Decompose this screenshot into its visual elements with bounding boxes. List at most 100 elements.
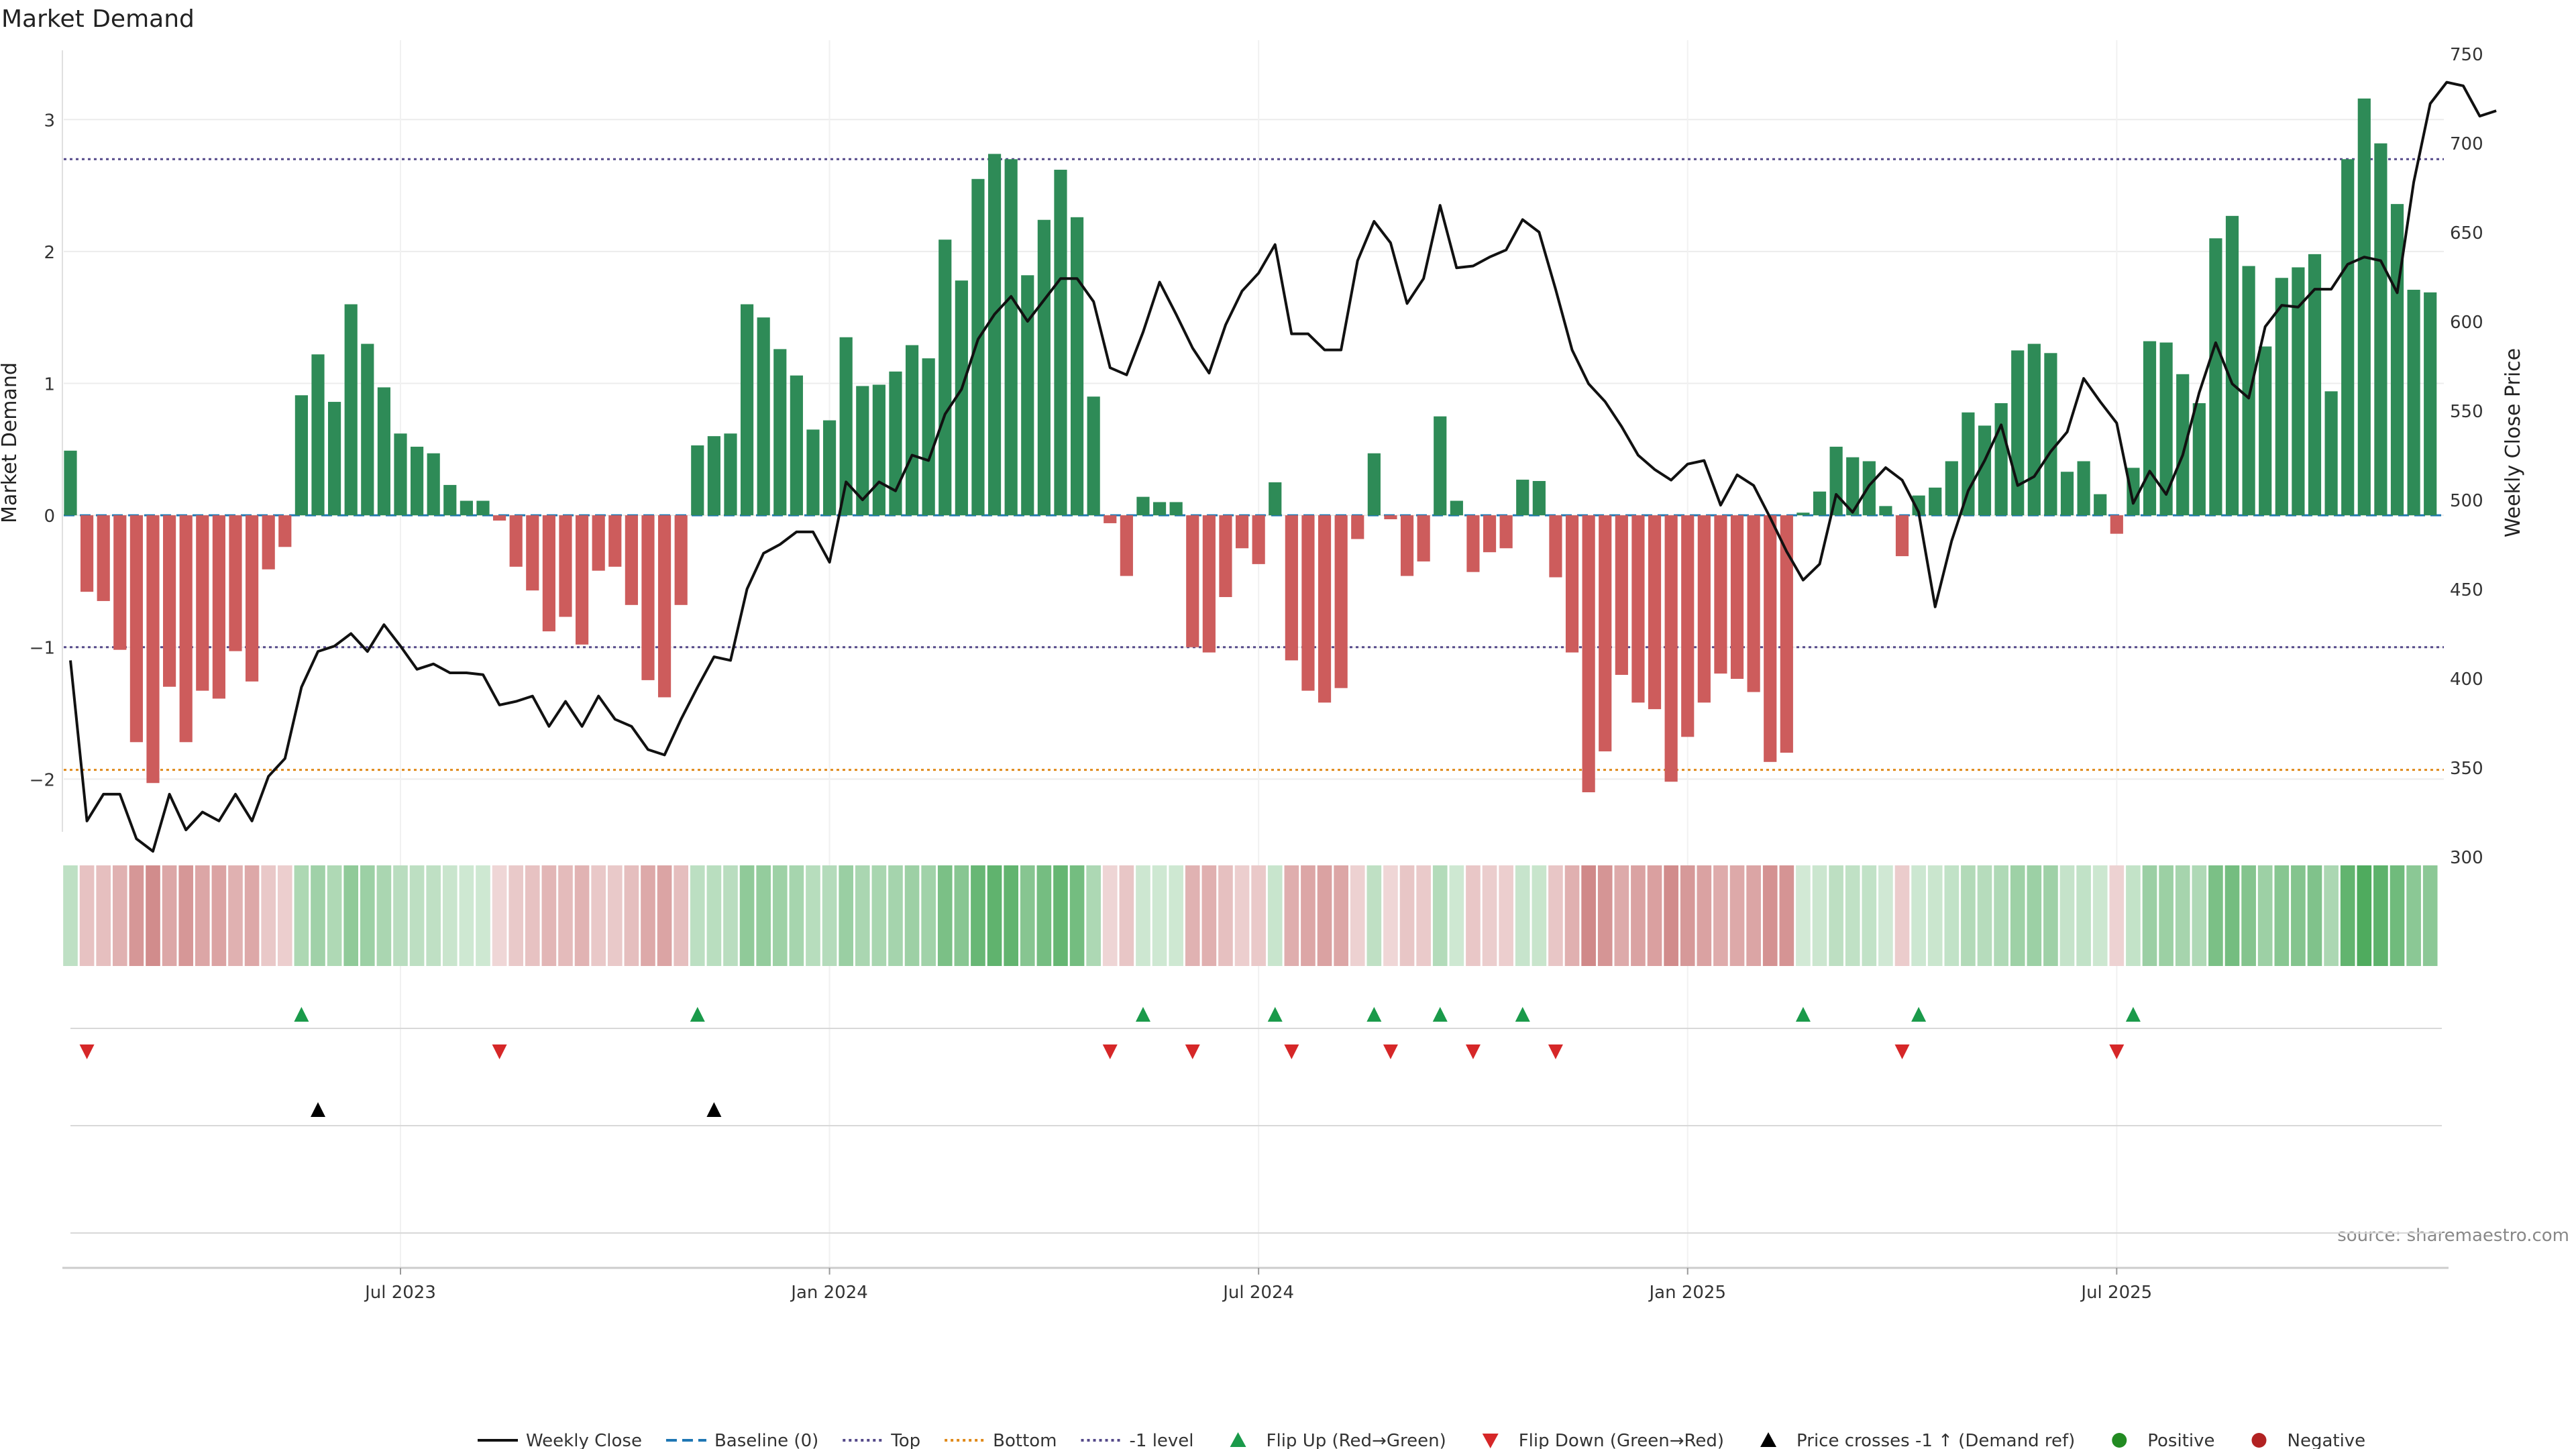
- demand-bar-101: [1730, 515, 1744, 679]
- demand-bar-43: [773, 349, 787, 516]
- demand-bar-54: [955, 280, 968, 516]
- price-cross-marker-1: [706, 1102, 722, 1117]
- heat-cell-8: [195, 865, 210, 966]
- heat-cell-80: [1383, 865, 1398, 966]
- demand-bar-12: [262, 515, 275, 570]
- heat-cell-120: [2043, 865, 2058, 966]
- heat-cell-107: [1829, 865, 1843, 966]
- heat-cell-19: [376, 865, 392, 966]
- demand-bar-42: [757, 317, 770, 516]
- heat-cell-122: [2076, 865, 2091, 966]
- heat-cell-41: [739, 865, 755, 966]
- demand-bar-9: [212, 515, 225, 699]
- legend-item-3: Bottom: [945, 1431, 1057, 1449]
- demand-bar-73: [1269, 482, 1282, 516]
- demand-bar-112: [1912, 495, 1925, 516]
- heat-cell-54: [954, 865, 969, 966]
- flip-down-marker-1: [492, 1044, 507, 1059]
- demand-bar-81: [1400, 515, 1414, 576]
- heat-cell-63: [1102, 865, 1118, 966]
- demand-bar-63: [1104, 515, 1117, 523]
- heat-cell-87: [1499, 865, 1513, 966]
- heat-cell-20: [393, 865, 408, 966]
- demand-bar-89: [1532, 481, 1546, 516]
- demand-bar-119: [2027, 343, 2041, 516]
- demand-bar-77: [1334, 515, 1348, 688]
- demand-bar-25: [476, 500, 490, 516]
- heat-cell-73: [1267, 865, 1283, 966]
- flip-up-marker-6: [1515, 1007, 1530, 1022]
- heat-cell-112: [1911, 865, 1926, 966]
- heat-cell-65: [1136, 865, 1150, 966]
- heat-cell-76: [1317, 865, 1332, 966]
- heat-cell-31: [574, 865, 590, 966]
- heat-cell-61: [1069, 865, 1085, 966]
- demand-bar-96: [1648, 515, 1662, 710]
- demand-bar-134: [2275, 278, 2288, 516]
- heat-cell-75: [1301, 865, 1316, 966]
- heat-cell-128: [2175, 865, 2190, 966]
- demand-bar-60: [1054, 170, 1067, 516]
- y2-tick-label-4: 500: [2450, 491, 2483, 511]
- demand-bar-2: [97, 515, 110, 601]
- y2-tick-label-0: 300: [2450, 848, 2483, 868]
- heat-cell-78: [1350, 865, 1365, 966]
- demand-bar-21: [410, 446, 424, 516]
- demand-bar-51: [905, 345, 919, 516]
- y-tick-label-4: 2: [44, 243, 55, 263]
- demand-bar-50: [889, 371, 902, 516]
- demand-bar-10: [229, 515, 242, 651]
- demand-bar-125: [2127, 468, 2140, 516]
- demand-bar-65: [1136, 496, 1150, 516]
- heat-cell-37: [674, 865, 688, 966]
- demand-bar-138: [2341, 159, 2355, 516]
- demand-bar-76: [1318, 515, 1332, 703]
- heat-cell-126: [2142, 865, 2157, 966]
- demand-bar-4: [129, 515, 143, 743]
- heat-cell-82: [1416, 865, 1431, 966]
- demand-bar-28: [526, 515, 539, 591]
- demand-bar-52: [922, 358, 935, 516]
- demand-bar-91: [1565, 515, 1579, 653]
- heat-cell-13: [277, 865, 292, 966]
- flip-up-marker-9: [2125, 1007, 2141, 1022]
- y2-tick-label-8: 700: [2450, 134, 2483, 154]
- demand-bar-128: [2176, 374, 2190, 516]
- chart-title: Market Demand: [1, 5, 195, 33]
- legend-swatch-5: [1230, 1432, 1246, 1447]
- x-tick-label-3: Jan 2025: [1648, 1283, 1726, 1303]
- demand-bar-129: [2192, 403, 2206, 516]
- demand-bar-130: [2209, 238, 2222, 516]
- demand-bar-30: [559, 515, 572, 617]
- x-tick-label-0: Jul 2023: [364, 1283, 436, 1303]
- y-tick-label-5: 3: [44, 111, 55, 131]
- demand-bar-118: [2011, 350, 2025, 516]
- heat-cell-29: [541, 865, 557, 966]
- heat-cell-56: [987, 865, 1002, 966]
- heat-cell-134: [2274, 865, 2290, 966]
- event-marker-rows: [79, 1007, 2141, 1117]
- demand-bar-116: [1978, 425, 1992, 516]
- demand-bar-34: [625, 515, 638, 605]
- y2-tick-label-9: 750: [2450, 45, 2483, 65]
- demand-bar-41: [740, 304, 754, 516]
- heat-cell-79: [1366, 865, 1382, 966]
- heat-cell-6: [162, 865, 177, 966]
- heat-cell-84: [1449, 865, 1464, 966]
- heat-cell-9: [211, 865, 227, 966]
- demand-bar-33: [608, 515, 622, 567]
- flip-up-marker-0: [294, 1007, 309, 1022]
- demand-bar-111: [1895, 515, 1909, 557]
- x-tick-label-4: Jul 2025: [2080, 1283, 2152, 1303]
- demand-bar-127: [2159, 342, 2173, 516]
- demand-bar-58: [1021, 275, 1034, 516]
- flip-down-marker-8: [1894, 1044, 1910, 1059]
- legend-item-7: Price crosses -1 ↑ (Demand ref): [1760, 1431, 2075, 1449]
- heat-cell-143: [2422, 865, 2438, 966]
- legend-item-0: Weekly Close: [478, 1431, 642, 1449]
- demand-bar-53: [938, 239, 952, 516]
- heat-cell-50: [888, 865, 903, 966]
- legend: Weekly Close Baseline (0) Top Bottom -1 leve…: [478, 1431, 2365, 1449]
- demand-bar-78: [1351, 515, 1364, 539]
- heat-cell-68: [1185, 865, 1200, 966]
